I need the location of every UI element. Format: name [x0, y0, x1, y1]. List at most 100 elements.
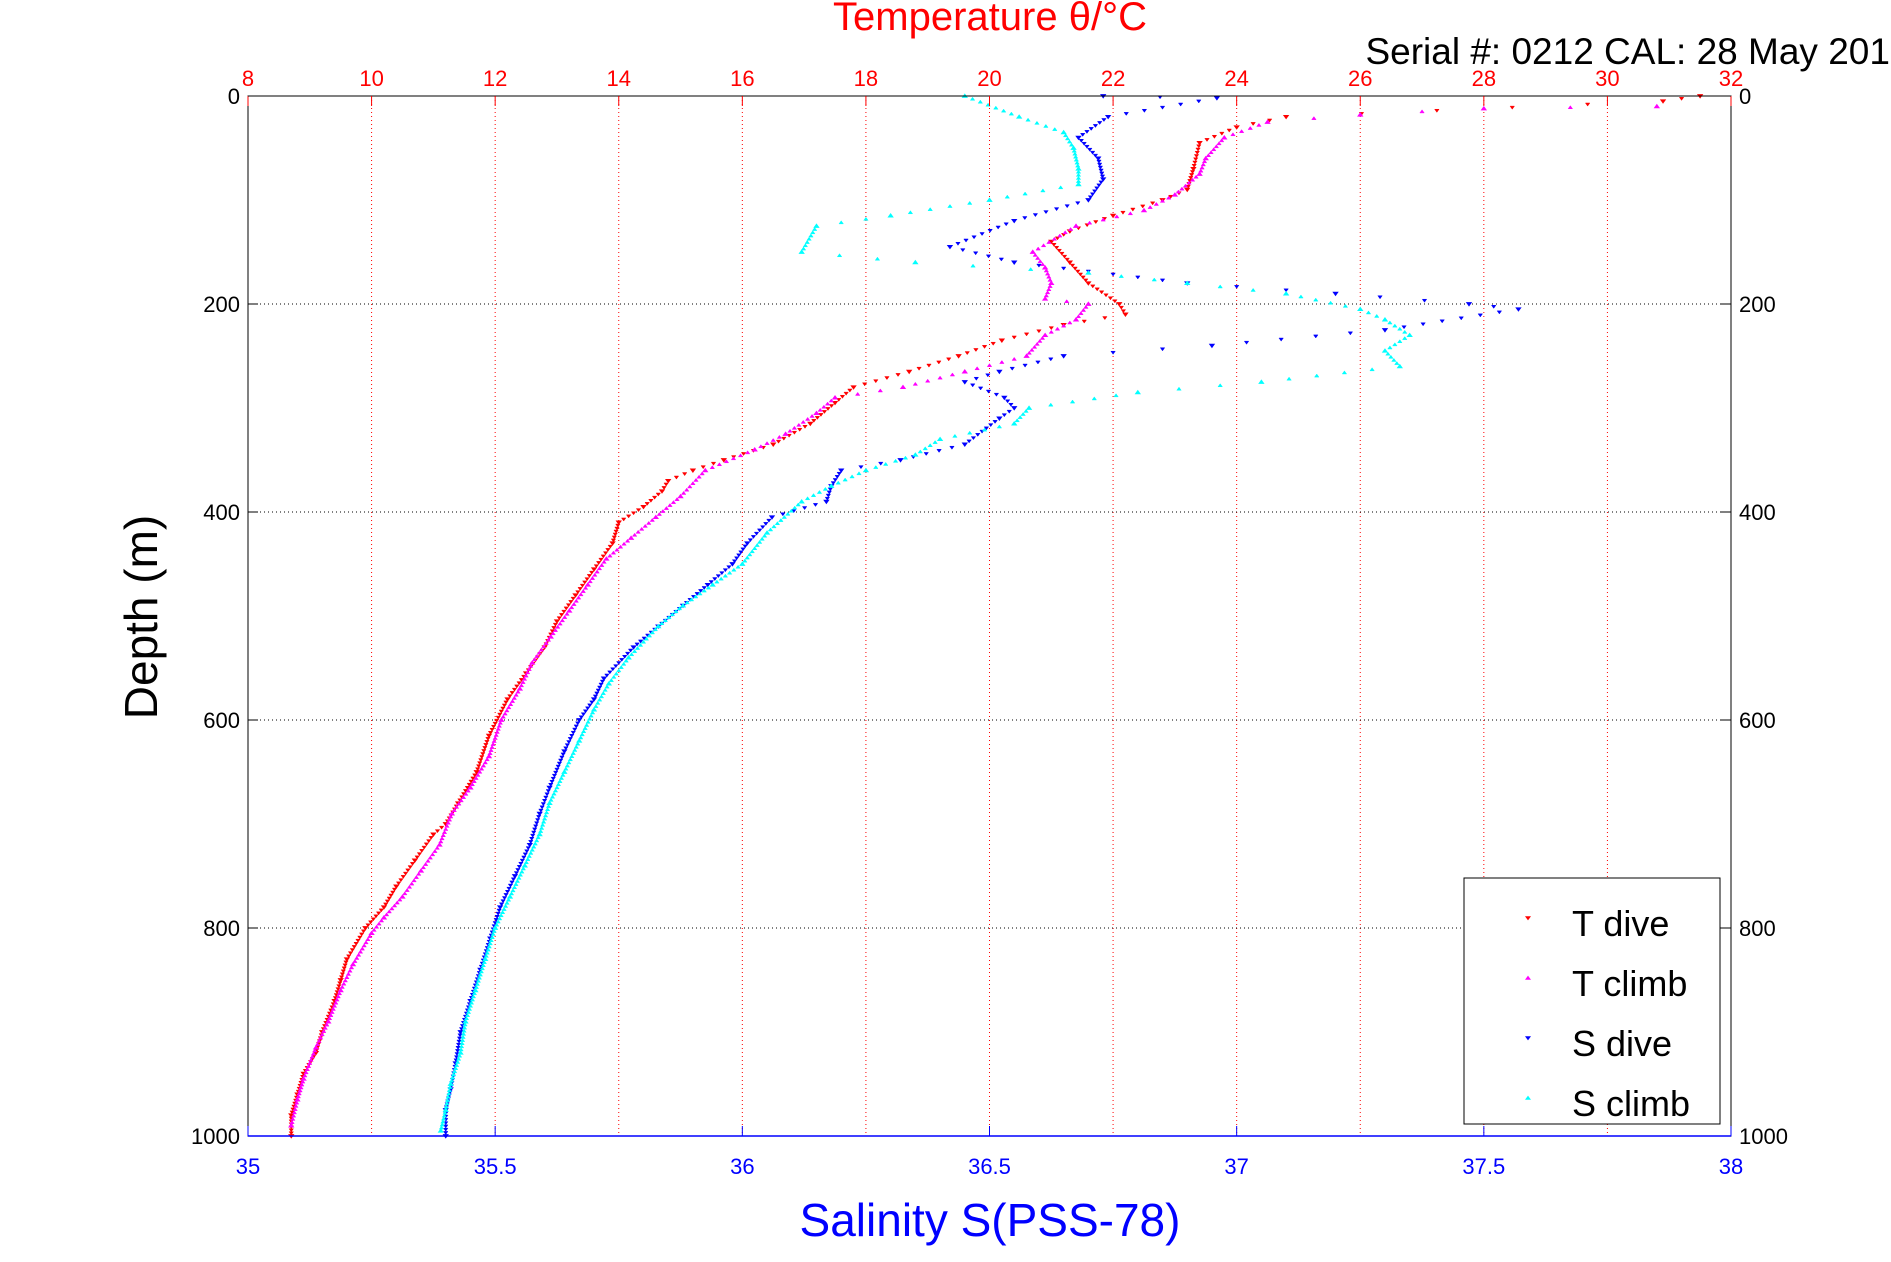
data-point	[722, 568, 729, 573]
data-point	[489, 727, 495, 732]
legend-label: T climb	[1572, 963, 1687, 1004]
data-point	[1199, 165, 1205, 170]
data-point	[1221, 135, 1228, 140]
data-point	[1023, 332, 1030, 337]
data-point	[611, 535, 618, 540]
data-point	[828, 404, 835, 408]
data-point	[451, 1069, 458, 1074]
data-point	[1004, 399, 1011, 404]
data-point	[367, 934, 373, 938]
data-point	[582, 580, 588, 585]
data-point	[395, 881, 402, 886]
data-point	[1022, 216, 1028, 221]
data-point	[321, 1029, 327, 1033]
data-point	[1075, 269, 1081, 274]
data-point	[1205, 153, 1212, 157]
data-point	[518, 683, 525, 688]
data-point	[1052, 127, 1058, 131]
data-point	[1166, 195, 1172, 200]
data-point	[1064, 204, 1070, 209]
data-point	[528, 840, 534, 844]
data-point	[830, 481, 836, 486]
data-point	[605, 681, 613, 686]
data-point	[473, 776, 479, 780]
data-point	[1120, 309, 1127, 314]
data-point	[443, 827, 449, 831]
data-point	[386, 909, 392, 914]
data-point	[836, 253, 843, 258]
data-point	[1011, 356, 1017, 361]
data-point	[863, 216, 869, 221]
data-point	[669, 612, 676, 617]
data-point	[531, 830, 537, 835]
data-point	[985, 373, 991, 378]
data-point	[602, 551, 609, 556]
data-point	[967, 430, 973, 435]
data-point	[736, 553, 742, 558]
legend-label: S climb	[1572, 1083, 1690, 1124]
data-point	[460, 795, 467, 799]
x-bottom-tick-label: 36.5	[968, 1154, 1011, 1179]
data-point	[375, 911, 382, 916]
data-point	[961, 442, 968, 447]
data-point	[693, 594, 699, 599]
data-point	[541, 799, 548, 803]
data-point	[550, 631, 556, 636]
data-point	[1191, 163, 1197, 168]
data-point	[598, 694, 605, 699]
data-point	[417, 868, 425, 873]
data-point	[1083, 278, 1089, 283]
data-point	[449, 1075, 456, 1080]
data-point	[576, 718, 583, 723]
data-point	[525, 857, 531, 861]
data-point	[932, 440, 938, 444]
data-point	[892, 458, 899, 463]
data-point	[531, 844, 537, 849]
data-point	[467, 1003, 474, 1008]
data-point	[299, 1082, 305, 1087]
data-point	[936, 449, 942, 453]
data-point	[491, 925, 499, 930]
data-point	[791, 425, 798, 430]
data-point	[663, 482, 669, 487]
data-point	[578, 592, 584, 597]
data-point	[808, 233, 814, 238]
data-point	[1159, 347, 1166, 352]
data-point	[378, 918, 385, 923]
data-point	[1439, 319, 1445, 324]
data-point	[554, 785, 560, 790]
legend: T dive T climb S dive S climb	[1463, 877, 1721, 1125]
data-point	[485, 733, 493, 739]
data-point	[1067, 227, 1074, 231]
data-point	[442, 1107, 449, 1112]
data-point	[1396, 363, 1403, 369]
data-point	[1096, 121, 1103, 125]
data-point	[1282, 291, 1290, 296]
data-point	[679, 603, 687, 608]
data-point	[1011, 335, 1017, 340]
data-point	[621, 661, 627, 666]
data-point	[296, 1091, 302, 1096]
data-point	[1060, 354, 1067, 359]
data-point	[1064, 136, 1071, 141]
data-point	[768, 515, 776, 520]
data-point	[335, 987, 341, 992]
data-point	[992, 420, 998, 424]
data-point	[619, 658, 625, 662]
data-point	[607, 553, 613, 558]
data-point	[817, 407, 823, 412]
data-point	[400, 875, 406, 879]
data-point	[333, 1000, 339, 1005]
data-point	[1211, 147, 1217, 152]
data-point	[1397, 326, 1403, 331]
data-point	[1102, 316, 1108, 321]
data-point	[447, 814, 454, 819]
data-point	[655, 623, 662, 629]
data-point	[838, 220, 844, 225]
data-point	[742, 558, 748, 563]
data-point	[821, 404, 827, 409]
data-point	[873, 465, 879, 469]
data-point	[391, 887, 398, 892]
data-point	[489, 935, 495, 939]
data-point	[694, 592, 700, 596]
